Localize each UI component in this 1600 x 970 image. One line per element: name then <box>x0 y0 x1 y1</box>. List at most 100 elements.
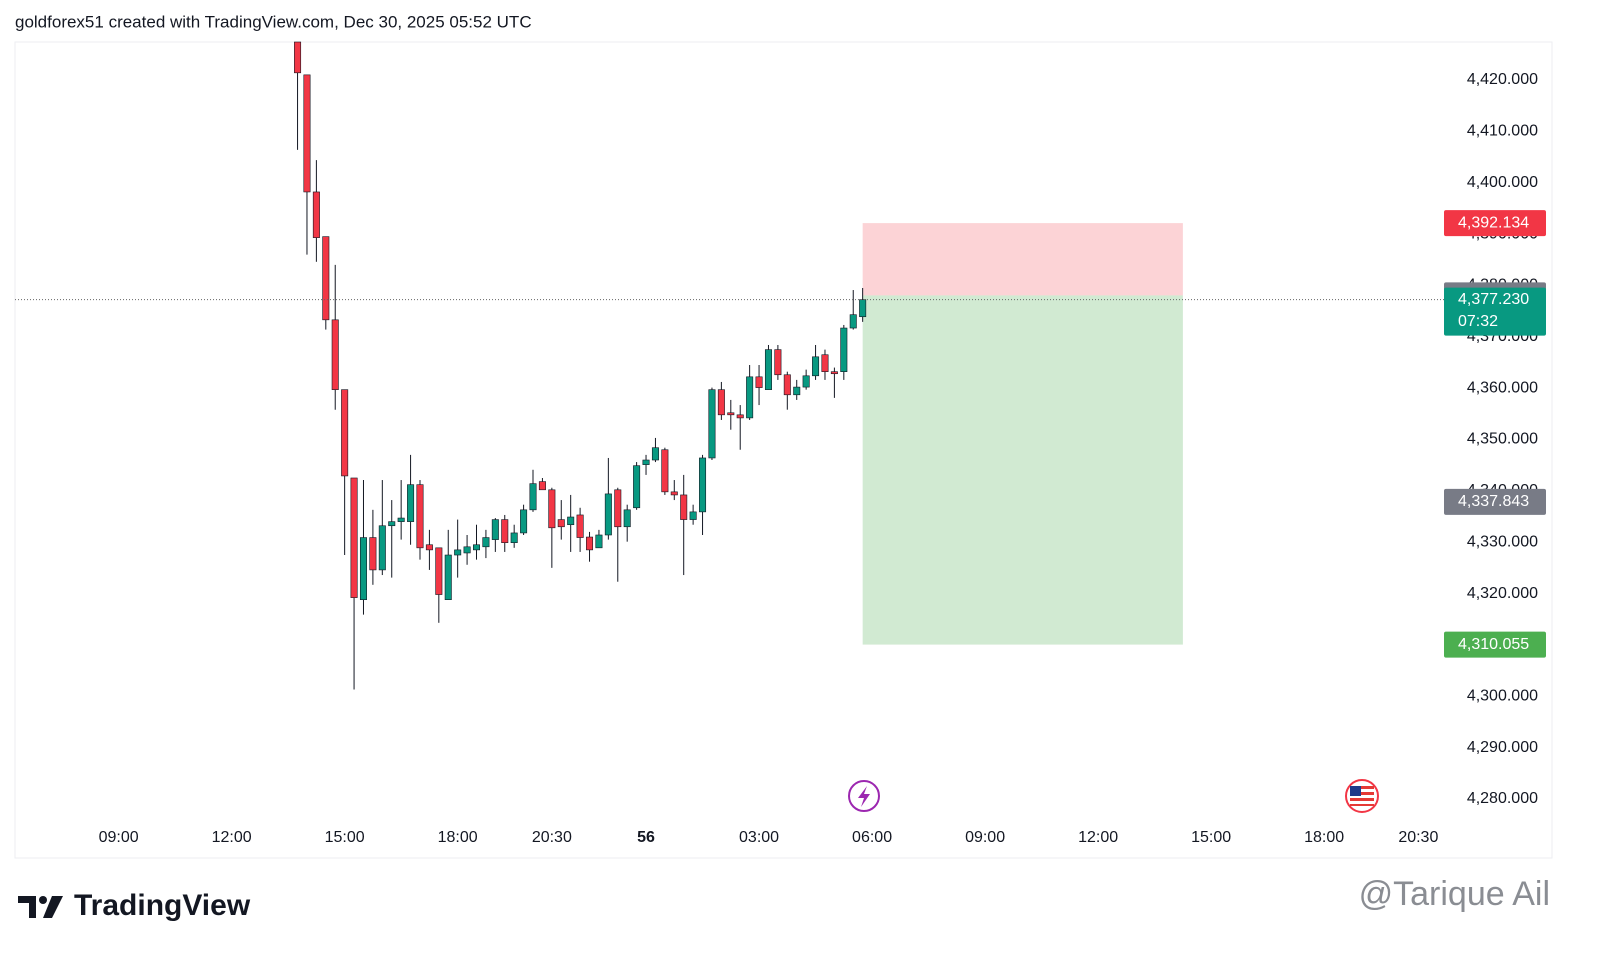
chart-frame <box>14 41 1553 859</box>
x-tick-label: 12:00 <box>1078 829 1118 846</box>
y-tick-label: 4,360.000 <box>1467 379 1538 396</box>
candle-body <box>642 459 650 465</box>
price-badge-label: 4,337.843 <box>1458 493 1529 510</box>
candle-body <box>614 489 622 528</box>
price-badge-label: 4,310.055 <box>1458 636 1529 653</box>
y-tick-label: 4,400.000 <box>1467 174 1538 191</box>
candle-body <box>557 519 565 528</box>
candle-body <box>312 191 320 238</box>
candle-body <box>397 517 405 522</box>
candle-body <box>510 532 518 543</box>
x-tick-label: 56 <box>637 829 655 846</box>
watermark: @Tarique Ail <box>1359 875 1550 913</box>
price-badge <box>1444 287 1546 336</box>
candle-body <box>821 354 829 372</box>
candle-body <box>595 534 603 549</box>
candle-body <box>407 484 415 522</box>
candle-body <box>670 491 678 496</box>
candle-body <box>576 514 584 538</box>
candle-body <box>491 519 499 540</box>
candle-body <box>473 544 481 551</box>
candle-body <box>341 389 349 477</box>
candle-body <box>783 374 791 396</box>
candle-body <box>633 465 641 509</box>
candle-body <box>444 554 452 600</box>
candle-body <box>812 356 820 377</box>
candle-body <box>699 457 707 513</box>
us-flag-icon <box>1345 779 1379 813</box>
plot: 4,280.0004,290.0004,300.0004,310.0004,32… <box>15 41 1546 846</box>
y-tick-label: 4,300.000 <box>1467 687 1538 704</box>
candle-body <box>727 412 735 416</box>
y-tick-label: 4,330.000 <box>1467 533 1538 550</box>
x-tick-label: 15:00 <box>325 829 365 846</box>
candle-body <box>454 549 462 556</box>
candle-body <box>623 509 631 528</box>
candle-body <box>689 511 697 520</box>
candle-body <box>764 349 772 390</box>
x-tick-label: 18:00 <box>438 829 478 846</box>
x-tick-label: 15:00 <box>1191 829 1231 846</box>
candle-body <box>755 376 763 388</box>
candle-body <box>538 481 546 491</box>
x-tick-label: 18:00 <box>1304 829 1344 846</box>
x-tick-label: 12:00 <box>212 829 252 846</box>
candle-body <box>774 349 782 376</box>
candle-body <box>746 376 754 419</box>
price-badge-label: 4,377.230 <box>1458 291 1529 308</box>
candle-body <box>529 483 537 511</box>
candle-body <box>294 41 302 74</box>
y-tick-label: 4,280.000 <box>1467 790 1538 807</box>
candle-body <box>859 299 867 318</box>
candle-body <box>793 386 801 396</box>
candle-body <box>708 389 716 459</box>
x-tick-label: 09:00 <box>965 829 1005 846</box>
countdown: 07:32 <box>1458 313 1498 330</box>
candle-body <box>802 375 810 388</box>
candle-body <box>604 493 612 536</box>
candle-body <box>359 537 367 600</box>
candle-body <box>548 489 556 529</box>
y-tick-label: 4,420.000 <box>1467 71 1538 88</box>
candle-body <box>350 477 358 598</box>
events-icon <box>848 780 880 812</box>
candle-body <box>482 537 490 548</box>
candle-body <box>303 74 311 193</box>
candle-body <box>830 371 838 375</box>
candle-body <box>416 484 424 549</box>
stop-zone <box>862 223 1183 296</box>
y-tick-label: 4,410.000 <box>1467 123 1538 140</box>
brand: TradingView <box>74 889 251 922</box>
x-tick-label: 20:30 <box>532 829 572 846</box>
candle-body <box>567 516 575 526</box>
x-tick-label: 20:30 <box>1398 829 1438 846</box>
candle-body <box>501 519 509 543</box>
brand-logo <box>18 896 63 918</box>
y-tick-label: 4,350.000 <box>1467 431 1538 448</box>
x-tick-label: 09:00 <box>99 829 139 846</box>
candle-body <box>463 546 471 554</box>
x-tick-label: 03:00 <box>739 829 779 846</box>
candle-body <box>840 327 848 372</box>
candle-body <box>331 319 339 390</box>
candle-body <box>435 547 443 595</box>
candle-body <box>680 494 688 520</box>
candle-body <box>661 449 669 493</box>
candle-body <box>425 544 433 551</box>
price-badge-label: 4,392.134 <box>1458 214 1529 231</box>
y-tick-label: 4,290.000 <box>1467 739 1538 756</box>
candle-body <box>388 521 396 527</box>
y-tick-label: 4,320.000 <box>1467 585 1538 602</box>
candle-body <box>736 414 744 419</box>
candle-body <box>520 509 528 534</box>
x-tick-label: 06:00 <box>852 829 892 846</box>
header: goldforex51 created with TradingView.com… <box>15 12 532 31</box>
candle-body <box>369 537 377 571</box>
candle-body <box>849 314 857 329</box>
candle-body <box>322 236 330 321</box>
candle-body <box>378 525 386 571</box>
price-badge <box>1444 631 1546 658</box>
candle-body <box>717 389 725 416</box>
candle-body <box>651 447 659 461</box>
